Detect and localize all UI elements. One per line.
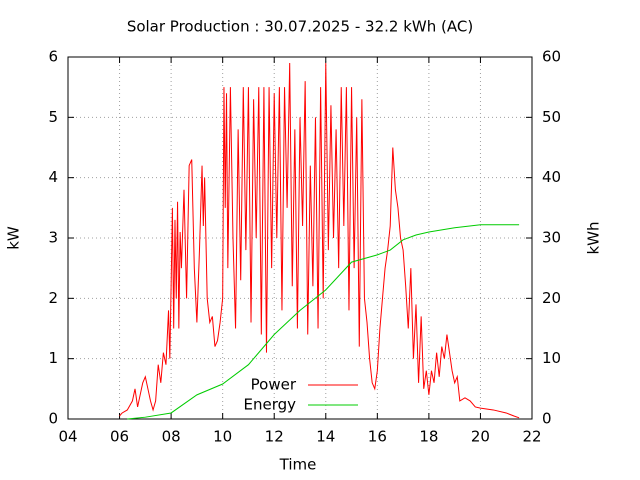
x-tick-label: 16 [368,428,387,446]
y-tick-label: 4 [48,168,58,186]
chart-title: Solar Production : 30.07.2025 - 32.2 kWh… [127,18,473,36]
x-tick-label: 12 [265,428,284,446]
y-axis-label: kW [5,226,23,250]
y2-tick-label: 30 [542,229,561,247]
legend-label: Power [251,376,297,394]
y-tick-label: 3 [48,229,58,247]
y2-axis-label: kWh [585,221,603,254]
y-tick-label: 0 [48,410,58,428]
y2-tick-label: 50 [542,108,561,126]
y2-tick-label: 40 [542,168,561,186]
series-line [127,224,520,420]
x-tick-label: 10 [213,428,232,446]
x-tick-label: 08 [162,428,181,446]
y2-tick-label: 20 [542,289,561,307]
y2-tick-label: 60 [542,48,561,66]
y-tick-label: 1 [48,349,58,367]
x-tick-label: 22 [522,428,541,446]
y-tick-label: 5 [48,108,58,126]
legend-label: Energy [243,396,296,414]
y2-tick-label: 0 [542,410,552,428]
series-line [119,63,520,419]
x-tick-label: 20 [471,428,490,446]
x-tick-label: 14 [316,428,335,446]
plot-border [67,56,533,420]
x-axis-label: Time [279,456,317,474]
x-tick-label: 04 [58,428,77,446]
y2-tick-label: 10 [542,349,561,367]
x-tick-label: 18 [419,428,438,446]
x-tick-label: 06 [110,428,129,446]
y-tick-label: 6 [48,48,58,66]
y-tick-label: 2 [48,289,58,307]
